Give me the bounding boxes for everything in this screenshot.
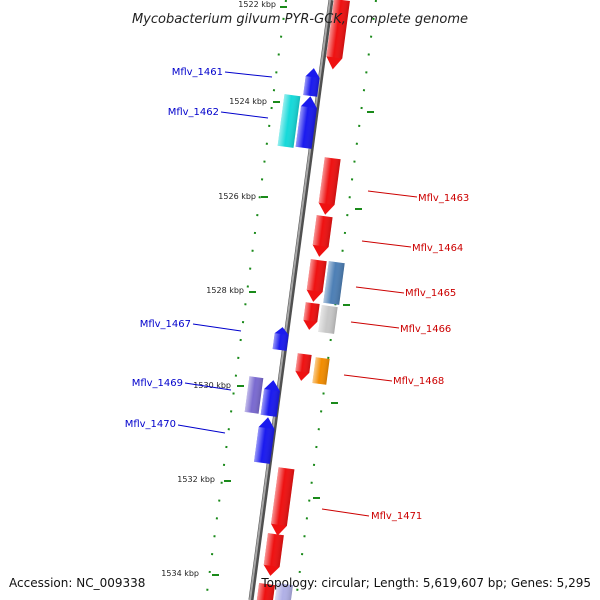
inner-tick-guide — [205, 0, 287, 600]
gene-mflv-1462b[interactable] — [295, 95, 319, 149]
gene-mflv-1464[interactable] — [311, 215, 333, 258]
gene-mflv-1461[interactable] — [303, 67, 321, 97]
scale-label: 1524 kbp — [229, 97, 267, 106]
gene-mflv-1465[interactable] — [323, 261, 345, 305]
scale-label: 1528 kbp — [206, 286, 244, 295]
gene-label[interactable]: Mflv_1462 — [168, 107, 219, 118]
scale-label: 1526 kbp — [218, 192, 256, 201]
gene-label[interactable]: Mflv_1471 — [371, 511, 422, 522]
gene-unlabeled[interactable] — [256, 583, 275, 600]
gene-mflv-1466a[interactable] — [302, 302, 320, 331]
scale-label: 1532 kbp — [177, 475, 215, 484]
gene-mflv-1469b[interactable] — [260, 379, 282, 417]
gene-mflv-1468a[interactable] — [294, 353, 312, 382]
map-title: Mycobacterium gilvum PYR-GCK, complete g… — [132, 12, 468, 27]
gene-label[interactable]: Mflv_1466 — [400, 324, 451, 335]
gene-mflv-1462[interactable] — [277, 94, 301, 148]
gene-mflv-1469[interactable] — [244, 376, 264, 414]
accession-text: Accession: NC_009338 — [9, 576, 145, 590]
gene-label[interactable]: Mflv_1468 — [393, 376, 444, 387]
scale-label: 1534 kbp — [161, 569, 199, 578]
gene-mflv-1470[interactable] — [254, 416, 276, 464]
label-leaders — [177, 71, 418, 517]
gene-mflv-1466[interactable] — [318, 305, 338, 334]
scale-ticks: 1522 kbp 1524 kbp 1526 kbp 1528 kbp 1530… — [161, 0, 374, 578]
gene-mflv-1463[interactable] — [317, 157, 341, 216]
outer-tick-guide — [295, 0, 377, 600]
scale-label: 1522 kbp — [238, 0, 276, 9]
gene-label[interactable]: Mflv_1470 — [125, 419, 176, 430]
gene-mflv-1467[interactable] — [272, 326, 290, 351]
gene-label[interactable]: Mflv_1463 — [418, 193, 469, 204]
gene-mflv-1464b[interactable] — [305, 259, 327, 303]
gene-mflv-1471[interactable] — [270, 467, 295, 537]
gene-unlabeled[interactable] — [325, 0, 350, 70]
gene-label[interactable]: Mflv_1465 — [405, 288, 456, 299]
gene-labels: Mflv_1461 Mflv_1462 Mflv_1463 Mflv_1464 … — [125, 67, 470, 522]
gene-unlabeled[interactable] — [262, 533, 284, 577]
gene-mflv-1468[interactable] — [312, 357, 330, 385]
gene-label[interactable]: Mflv_1464 — [412, 243, 463, 254]
genome-summary-text: Topology: circular; Length: 5,619,607 bp… — [260, 576, 591, 590]
gene-unlabeled[interactable] — [274, 583, 293, 600]
gene-label[interactable]: Mflv_1469 — [132, 378, 183, 389]
scale-tick-guides — [205, 0, 377, 600]
genes — [244, 0, 350, 600]
gene-label[interactable]: Mflv_1467 — [140, 319, 191, 330]
gene-label[interactable]: Mflv_1461 — [172, 67, 223, 78]
scale-label: 1530 kbp — [193, 381, 231, 390]
genome-backbone — [248, 0, 334, 600]
